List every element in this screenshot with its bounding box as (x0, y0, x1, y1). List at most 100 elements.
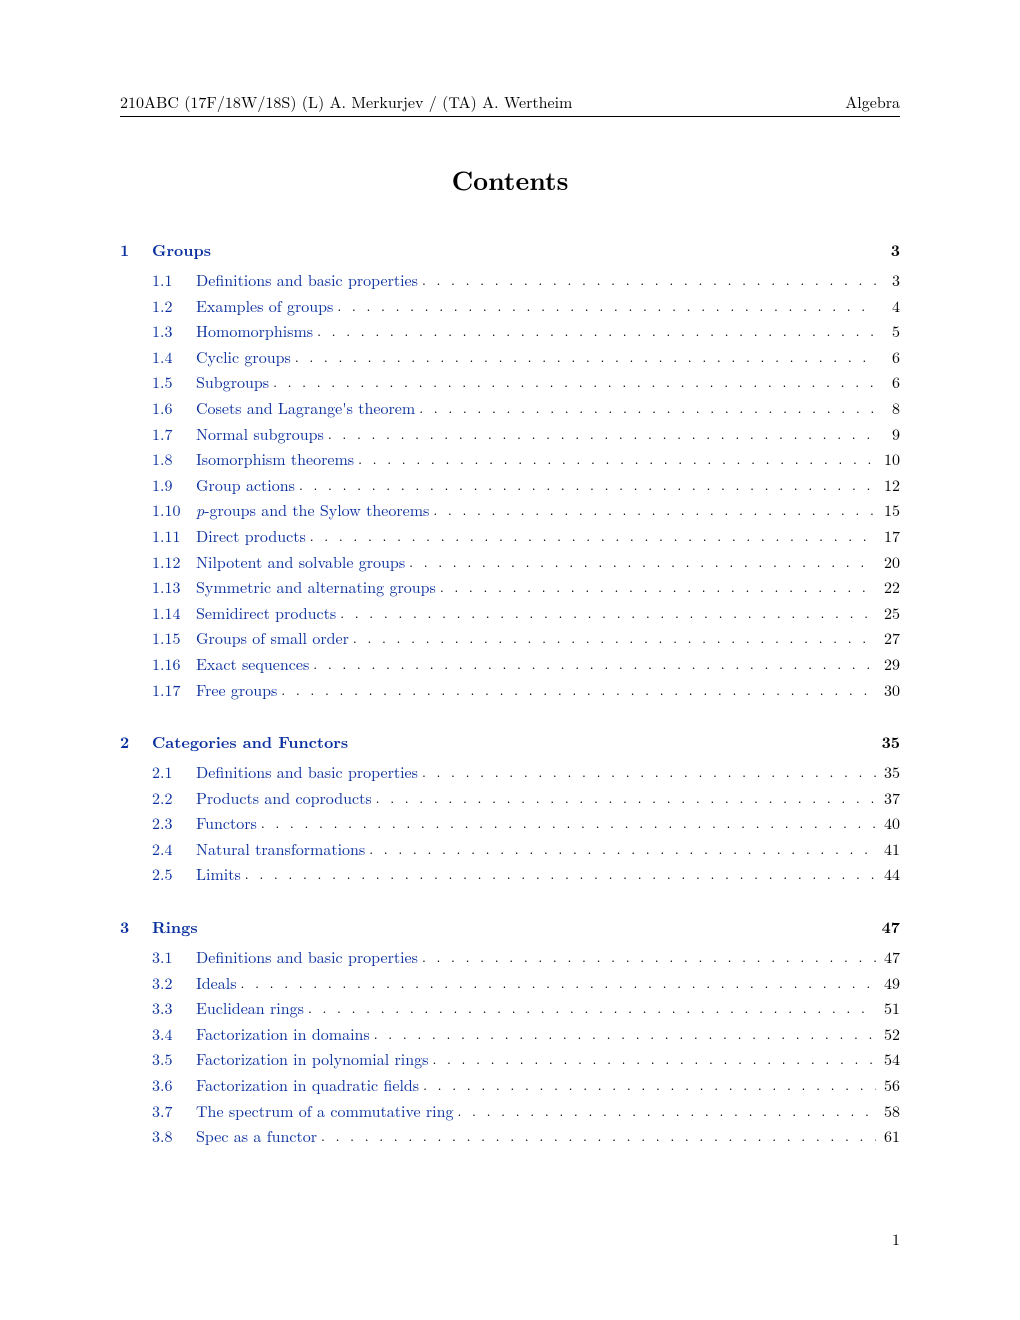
subsection-row[interactable]: 1.6Cosets and Lagrange's theorem8 (120, 395, 900, 421)
subsection-row[interactable]: 3.6Factorization in quadratic fields56 (120, 1072, 900, 1098)
toc-dots (415, 397, 876, 419)
subsection-number: 1.9 (152, 472, 196, 498)
subsection-row[interactable]: 1.3Homomorphisms5 (120, 318, 900, 344)
subsection-row[interactable]: 2.1Definitions and basic properties35 (120, 759, 900, 785)
subsection-row[interactable]: 3.7The spectrum of a commutative ring 58 (120, 1098, 900, 1124)
subsection-number: 1.13 (152, 574, 196, 600)
toc-dots (365, 838, 876, 860)
subsection-page: 6 (876, 369, 900, 395)
subsection-title: Factorization in quadratic fields (196, 1072, 419, 1098)
subsection-page: 17 (876, 523, 900, 549)
section-row[interactable]: 1Groups3 (120, 238, 900, 261)
subsection-number: 1.4 (152, 344, 196, 370)
subsection-row[interactable]: 1.15Groups of small order27 (120, 625, 900, 651)
subsection-title: Products and coproducts (196, 785, 372, 811)
toc-dots (291, 346, 876, 368)
toc-dots (317, 1125, 876, 1147)
toc-dots (324, 423, 876, 445)
subsection-title: Limits (196, 861, 241, 887)
subsection-row[interactable]: 2.4Natural transformations41 (120, 836, 900, 862)
section-page: 3 (891, 238, 900, 261)
subsection-number: 2.2 (152, 785, 196, 811)
subsection-row[interactable]: 1.14Semidirect products 25 (120, 600, 900, 626)
subsection-page: 41 (876, 836, 900, 862)
subsection-page: 58 (876, 1098, 900, 1124)
subsection-title: Definitions and basic properties (196, 944, 418, 970)
subsection-title: p-groups and the Sylow theorems (196, 497, 429, 523)
subsection-page: 10 (876, 446, 900, 472)
subsection-row[interactable]: 1.5Subgroups6 (120, 369, 900, 395)
toc-dots (418, 761, 876, 783)
subsection-row[interactable]: 1.16Exact sequences29 (120, 651, 900, 677)
subsection-row[interactable]: 3.3Euclidean rings51 (120, 995, 900, 1021)
header-left: 210ABC (17F/18W/18S) (L) A. Merkurjev / … (120, 90, 572, 113)
subsection-page: 20 (876, 549, 900, 575)
subsection-row[interactable]: 1.10p-groups and the Sylow theorems15 (120, 497, 900, 523)
subsection-page: 37 (876, 785, 900, 811)
toc-dots (418, 269, 876, 291)
toc-dots (370, 1023, 876, 1045)
subsection-title: Exact sequences (196, 651, 309, 677)
subsection-row[interactable]: 3.1Definitions and basic properties47 (120, 944, 900, 970)
section-title: Categories and Functors (152, 730, 348, 753)
toc-dots (436, 576, 876, 598)
subsection-row[interactable]: 2.3Functors40 (120, 810, 900, 836)
subsection-row[interactable]: 1.2Examples of groups4 (120, 293, 900, 319)
contents-title: Contents (120, 161, 900, 198)
section-row[interactable]: 2Categories and Functors35 (120, 730, 900, 753)
subsection-page: 15 (876, 497, 900, 523)
subsection-number: 1.8 (152, 446, 196, 472)
subsection-page: 54 (876, 1046, 900, 1072)
subsection-row[interactable]: 1.4Cyclic groups6 (120, 344, 900, 370)
subsection-number: 3.5 (152, 1046, 196, 1072)
page: 210ABC (17F/18W/18S) (L) A. Merkurjev / … (0, 0, 1020, 1320)
subsection-page: 6 (876, 344, 900, 370)
subsection-number: 3.7 (152, 1098, 196, 1124)
subsection-row[interactable]: 1.11Direct products17 (120, 523, 900, 549)
toc-dots (269, 371, 876, 393)
subsection-row[interactable]: 1.12Nilpotent and solvable groups20 (120, 549, 900, 575)
toc-dots (418, 946, 876, 968)
subsection-title: Examples of groups (196, 293, 333, 319)
subsection-row[interactable]: 1.13Symmetric and alternating groups22 (120, 574, 900, 600)
subsection-title: Free groups (196, 677, 277, 703)
header-right: Algebra (845, 90, 900, 113)
subsection-title: Factorization in polynomial rings (196, 1046, 428, 1072)
subsection-row[interactable]: 3.4Factorization in domains52 (120, 1021, 900, 1047)
subsection-title: Semidirect products (196, 600, 336, 626)
subsection-number: 1.1 (152, 267, 196, 293)
toc-dots (333, 295, 876, 317)
subsection-row[interactable]: 1.7Normal subgroups9 (120, 421, 900, 447)
subsection-page: 9 (876, 421, 900, 447)
toc-dots (306, 525, 876, 547)
toc-dots (336, 602, 876, 624)
subsection-row[interactable]: 3.5Factorization in polynomial rings 54 (120, 1046, 900, 1072)
subsection-title: The spectrum of a commutative ring (196, 1098, 454, 1124)
subsection-row[interactable]: 2.5Limits44 (120, 861, 900, 887)
subsection-title: Definitions and basic properties (196, 267, 418, 293)
subsection-page: 52 (876, 1021, 900, 1047)
subsection-title: Cosets and Lagrange's theorem (196, 395, 415, 421)
toc-dots (313, 320, 876, 342)
subsection-row[interactable]: 1.1Definitions and basic properties3 (120, 267, 900, 293)
subsection-row[interactable]: 3.8Spec as a functor61 (120, 1123, 900, 1149)
subsection-title: Symmetric and alternating groups (196, 574, 436, 600)
subsection-row[interactable]: 2.2Products and coproducts 37 (120, 785, 900, 811)
toc-dots (309, 653, 876, 675)
subsection-page: 25 (876, 600, 900, 626)
subsection-row[interactable]: 1.9Group actions12 (120, 472, 900, 498)
section-page: 35 (882, 730, 900, 753)
subsection-title: Subgroups (196, 369, 269, 395)
toc-section: 1Groups3 1.1Definitions and basic propert… (120, 238, 900, 702)
section-row[interactable]: 3Rings47 (120, 915, 900, 938)
subsection-title: Euclidean rings (196, 995, 304, 1021)
subsection-row[interactable]: 3.2Ideals49 (120, 970, 900, 996)
subsection-number: 1.14 (152, 600, 196, 626)
subsection-number: 3.4 (152, 1021, 196, 1047)
subsection-row[interactable]: 1.17Free groups30 (120, 677, 900, 703)
subsection-page: 29 (876, 651, 900, 677)
subsection-page: 61 (876, 1123, 900, 1149)
subsection-row[interactable]: 1.8Isomorphism theorems10 (120, 446, 900, 472)
subsection-page: 4 (876, 293, 900, 319)
toc-dots (429, 499, 876, 521)
